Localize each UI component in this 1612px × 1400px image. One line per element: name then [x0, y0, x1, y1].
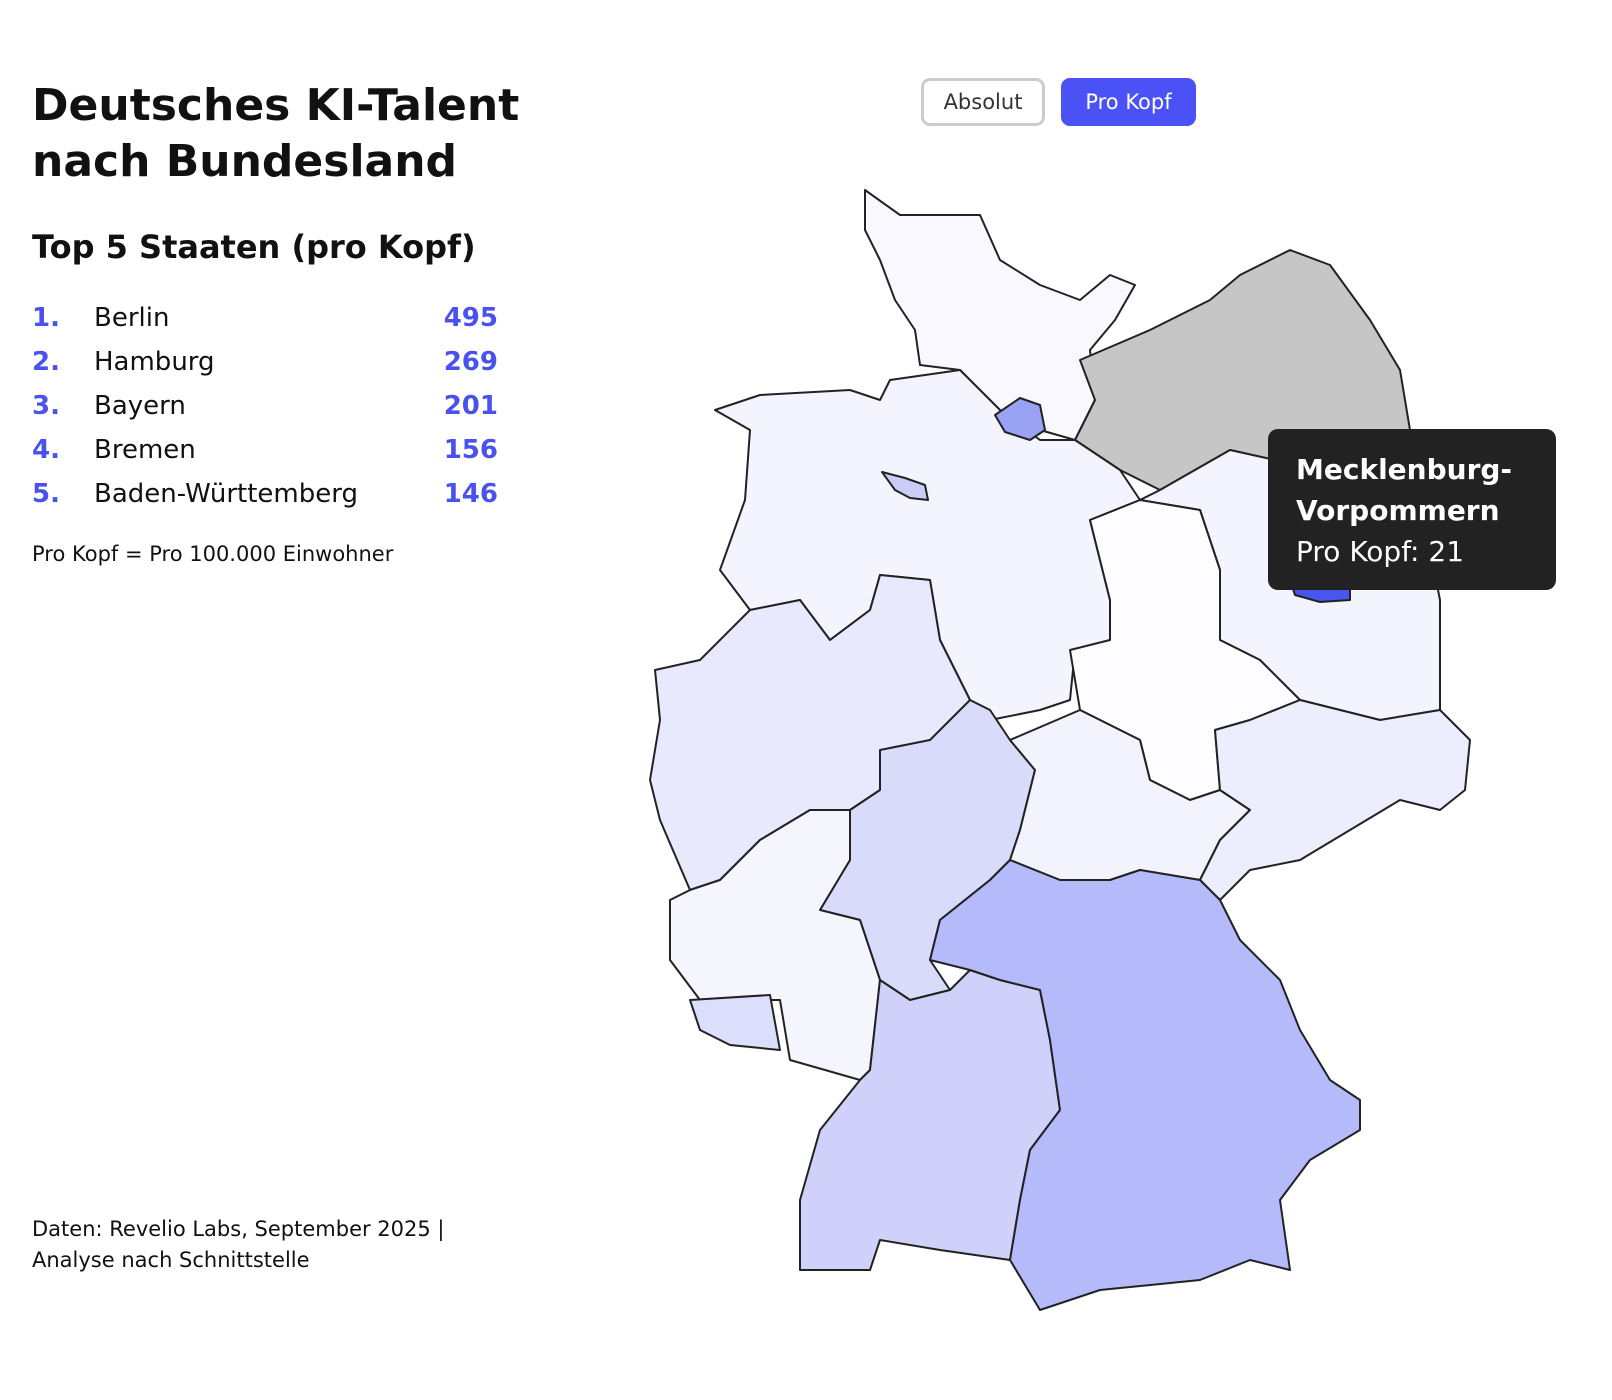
toggle-button[interactable]: Absolut — [921, 78, 1045, 126]
toggle-button-active[interactable]: Pro Kopf — [1061, 78, 1196, 126]
ranking-rank: 5. — [32, 479, 60, 509]
tooltip: Mecklenburg-Vorpommern Pro Kopf: 21 — [1268, 429, 1556, 590]
ranking-name: Bremen — [94, 435, 196, 465]
region-bremen[interactable] — [881, 471, 929, 501]
ranking-row: 3. Bayern 201 — [32, 384, 498, 428]
ranking-row: 4. Bremen 156 — [32, 428, 498, 472]
note: Pro Kopf = Pro 100.000 Einwohner — [32, 542, 394, 566]
ranking-name: Berlin — [94, 303, 170, 333]
tooltip-title: Mecklenburg-Vorpommern — [1296, 453, 1513, 527]
ranking-heading: Top 5 Staaten (pro Kopf) — [32, 228, 476, 266]
tooltip-label: Pro Kopf: 21 — [1296, 535, 1465, 568]
ranking-value: 269 — [443, 347, 498, 377]
source: Daten: Revelio Labs, September 2025 | An… — [32, 1217, 445, 1272]
ranking-name: Baden-Württemberg — [94, 479, 358, 509]
ranking-value: 201 — [443, 391, 498, 421]
region-saarland[interactable] — [689, 994, 781, 1051]
ranking-rank: 2. — [32, 347, 60, 377]
ranking-value: 146 — [443, 479, 498, 509]
ranking-rank: 4. — [32, 435, 60, 465]
region-bayern[interactable] — [929, 859, 1361, 1311]
region-sachsen[interactable] — [1199, 699, 1471, 901]
ranking-list: 1. Berlin 495 2. Hamburg 269 3. Bayern 201 4. Brem… — [32, 296, 498, 516]
ranking-row: 1. Berlin 495 — [32, 296, 498, 340]
ranking-value: 156 — [443, 435, 498, 465]
title: Deutsches KI-Talent nach Bundesland — [32, 80, 520, 187]
ranking-row: 5. Baden-Württemberg 146 — [32, 472, 498, 516]
region-hamburg[interactable] — [994, 397, 1046, 441]
ranking-rank: 1. — [32, 303, 60, 333]
ranking-name: Hamburg — [94, 347, 215, 377]
ranking-row: 2. Hamburg 269 — [32, 340, 498, 384]
ranking-value: 495 — [443, 303, 498, 333]
ranking-name: Bayern — [94, 391, 186, 421]
ranking-rank: 3. — [32, 391, 60, 421]
